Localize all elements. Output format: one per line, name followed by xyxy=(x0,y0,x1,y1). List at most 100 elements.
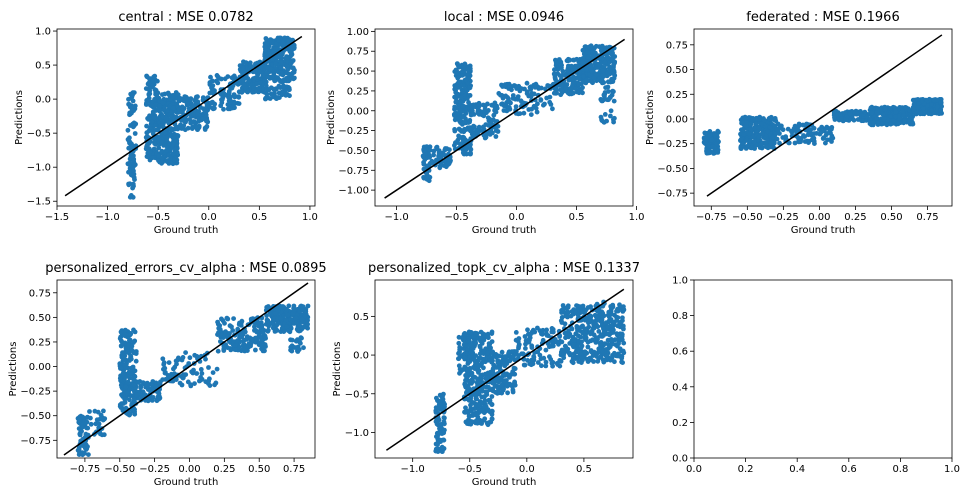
data-point xyxy=(539,363,544,369)
data-point xyxy=(274,41,279,47)
data-point xyxy=(749,145,754,150)
data-point xyxy=(122,400,128,405)
data-point xyxy=(467,117,473,123)
data-point xyxy=(772,116,778,121)
data-point xyxy=(262,44,268,50)
data-point xyxy=(883,105,888,111)
x-tick-label: −0.5 xyxy=(444,212,468,223)
y-tick-label: −0.50 xyxy=(20,411,51,422)
data-point xyxy=(288,344,294,350)
data-point xyxy=(800,122,806,128)
y-tick-label: 1.0 xyxy=(35,27,51,38)
data-point xyxy=(490,117,496,123)
data-point xyxy=(496,91,502,96)
data-point xyxy=(847,111,853,117)
data-point xyxy=(559,339,565,345)
data-point xyxy=(589,69,595,74)
data-point xyxy=(541,102,546,108)
data-point xyxy=(588,62,594,68)
data-point xyxy=(601,80,607,85)
data-point xyxy=(748,121,754,127)
data-point xyxy=(281,329,287,334)
data-point xyxy=(278,65,284,70)
data-point xyxy=(474,361,480,367)
data-point xyxy=(616,322,622,328)
data-point xyxy=(147,125,153,131)
data-point xyxy=(127,123,133,128)
data-point xyxy=(264,65,270,71)
data-point xyxy=(159,148,165,154)
data-point xyxy=(132,177,137,183)
data-point xyxy=(533,105,539,111)
data-point xyxy=(812,141,817,147)
data-point xyxy=(529,345,535,350)
data-point xyxy=(903,105,908,110)
identity-line xyxy=(706,34,943,197)
data-point xyxy=(499,101,504,107)
data-point xyxy=(752,125,757,131)
data-point xyxy=(119,354,125,360)
y-tick-label: 0.25 xyxy=(29,337,51,348)
data-point xyxy=(494,354,499,360)
data-point xyxy=(553,60,559,66)
data-point xyxy=(289,73,294,78)
data-point xyxy=(305,321,310,327)
data-point xyxy=(245,88,251,94)
data-point xyxy=(203,109,209,115)
data-point xyxy=(601,92,607,98)
data-point xyxy=(893,109,899,115)
data-point xyxy=(585,344,591,350)
data-point xyxy=(710,144,715,150)
data-point xyxy=(184,96,190,101)
data-point xyxy=(471,334,477,339)
data-point xyxy=(235,326,241,332)
data-point xyxy=(215,332,220,337)
data-point xyxy=(76,417,82,422)
data-point xyxy=(871,120,876,126)
data-point xyxy=(557,58,563,64)
data-point xyxy=(243,60,249,66)
data-point xyxy=(547,94,553,100)
data-point xyxy=(463,127,469,133)
data-point xyxy=(490,380,496,386)
data-point xyxy=(126,101,131,107)
data-point xyxy=(126,96,131,102)
data-point xyxy=(492,100,498,106)
data-point xyxy=(605,324,611,330)
subplot-1: −1.5 −1.0 −0.5 0.0 0.5 1.0−1.5−1.0−0.50.00.51… xyxy=(14,10,318,236)
data-point xyxy=(223,329,229,335)
data-point xyxy=(467,85,473,91)
data-point xyxy=(489,402,495,407)
data-point xyxy=(780,127,786,133)
x-tick-label: 0.25 xyxy=(844,212,866,223)
data-point xyxy=(481,348,487,354)
data-point xyxy=(604,353,610,358)
x-tick-label: 0.0 xyxy=(201,212,217,223)
data-point xyxy=(124,390,130,396)
data-point xyxy=(596,329,602,334)
data-point xyxy=(301,345,306,351)
data-point xyxy=(186,361,192,366)
data-point xyxy=(214,366,220,372)
data-point xyxy=(424,175,429,181)
data-point xyxy=(513,330,519,335)
data-point xyxy=(263,95,269,101)
data-point xyxy=(278,316,284,321)
data-point xyxy=(274,328,280,333)
data-point xyxy=(280,40,286,46)
data-point xyxy=(708,149,714,155)
data-point xyxy=(456,334,462,340)
data-point xyxy=(278,304,283,310)
data-point xyxy=(611,69,617,75)
data-point xyxy=(938,108,943,113)
data-point xyxy=(479,375,484,381)
data-point xyxy=(152,96,158,102)
data-point xyxy=(287,93,292,99)
x-tick-label: −1.0 xyxy=(95,212,119,223)
data-point xyxy=(280,90,286,96)
data-point xyxy=(160,356,166,362)
data-point xyxy=(535,325,540,331)
data-point xyxy=(88,415,93,421)
data-point xyxy=(499,382,505,388)
data-point xyxy=(594,353,599,359)
